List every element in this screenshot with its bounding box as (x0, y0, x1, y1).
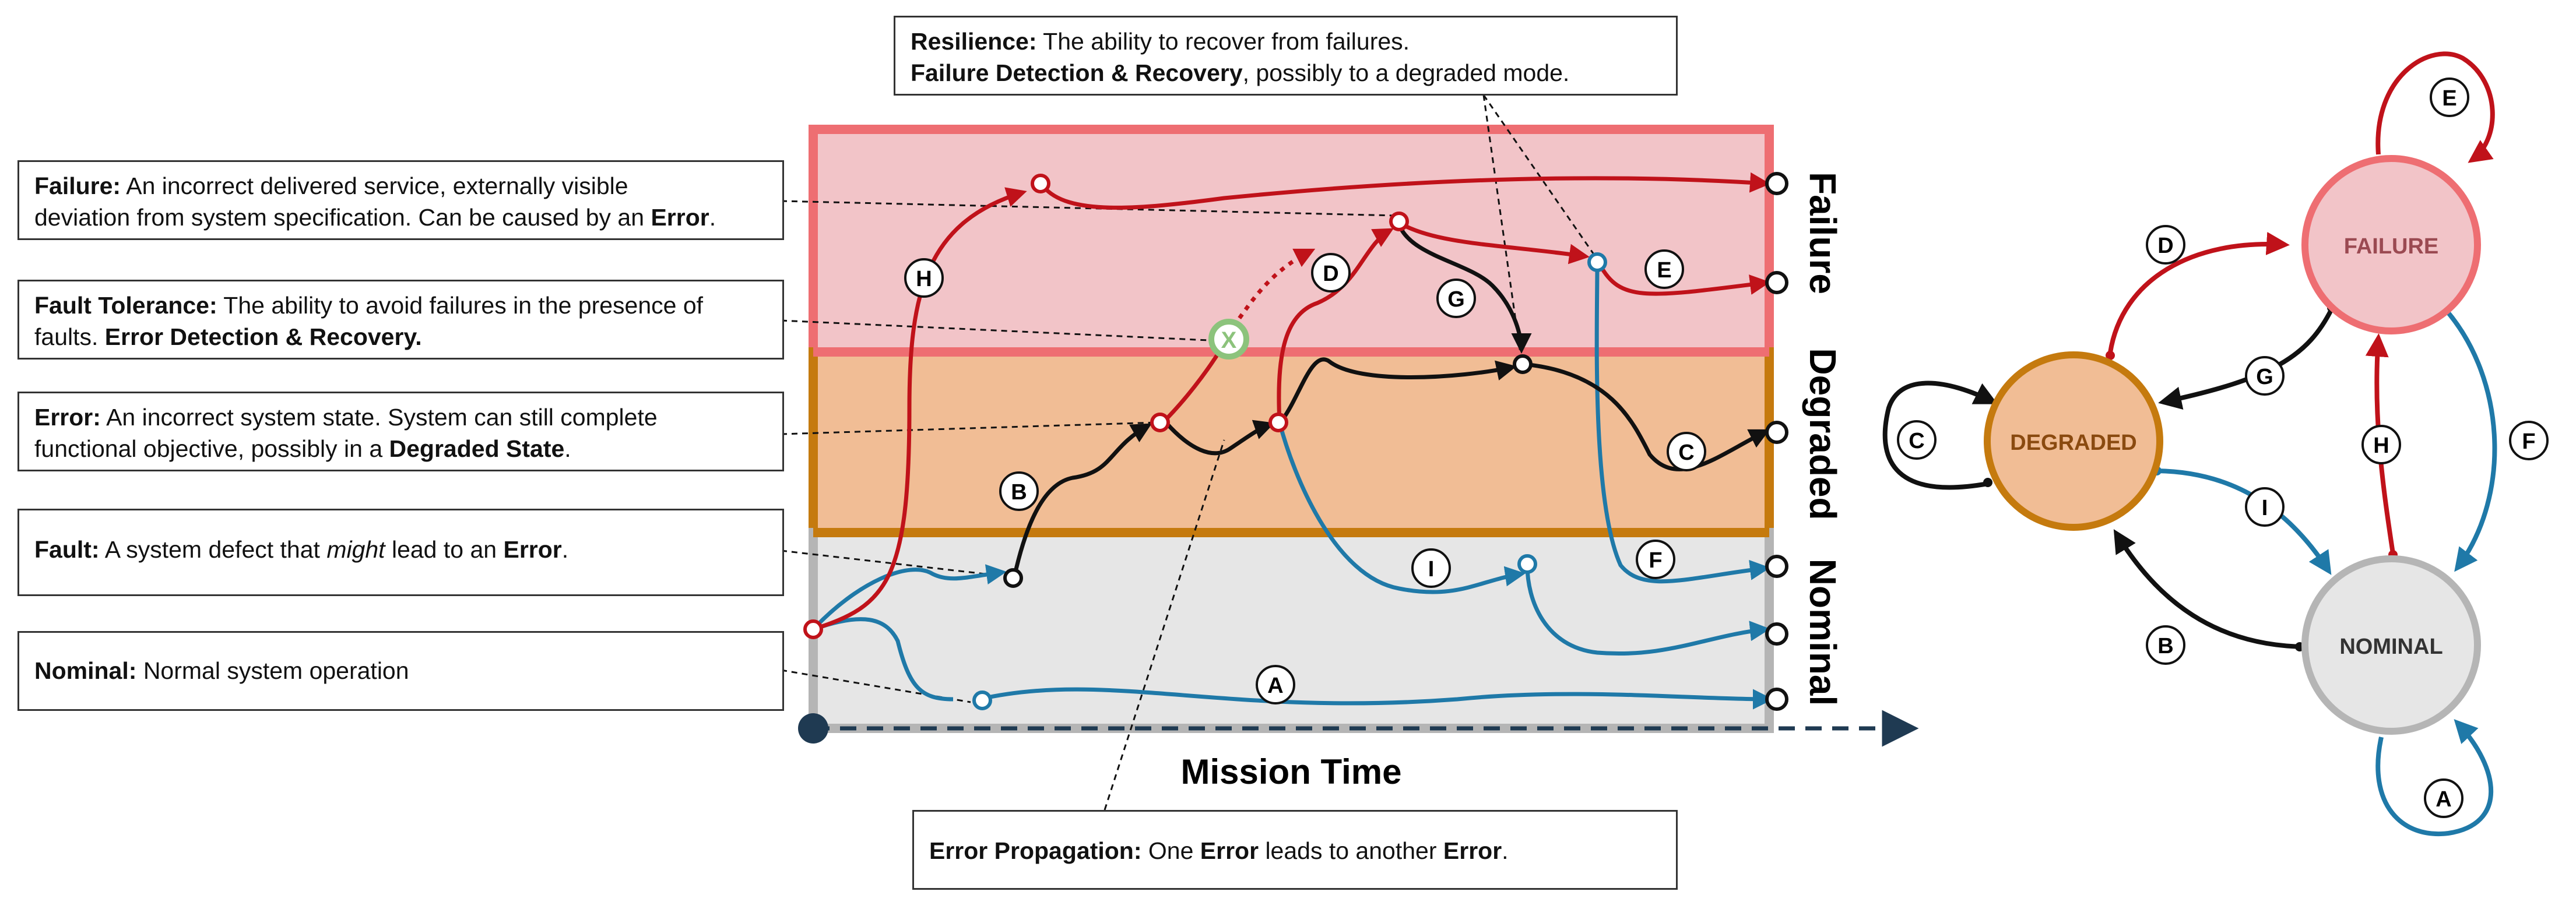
definition-failure: Failure: An incorrect delivered service,… (17, 160, 784, 240)
label-H: H (916, 267, 932, 291)
band-label-nominal: Nominal (1802, 559, 1844, 706)
svg-text:B: B (2157, 634, 2173, 658)
failure-band (809, 125, 1774, 357)
x-marker-label: X (1221, 327, 1237, 353)
edge-B (2113, 529, 2309, 649)
label-I: I (1428, 557, 1435, 582)
band-label-failure: Failure (1802, 172, 1844, 294)
state-machine: FAILURE DEGRADED NOMINAL E D G C F H I B… (1882, 51, 2549, 837)
edge-F (2438, 301, 2497, 572)
definition-fault: Fault: A system defect that might lead t… (17, 509, 784, 596)
label-G: G (1447, 287, 1465, 312)
node-nominal-a (972, 690, 992, 710)
edge-G (2158, 308, 2334, 410)
degraded-band (809, 347, 1774, 537)
end-node-5 (1765, 622, 1788, 646)
label-D: D (1323, 262, 1338, 286)
fault-tolerance-x-marker (1208, 319, 1249, 360)
state-nominal (2301, 555, 2481, 735)
edge-C (1882, 380, 1998, 490)
label-A: A (1267, 674, 1283, 698)
state-failure (2301, 155, 2481, 334)
edge-E (2375, 51, 2495, 163)
label-B: B (1011, 480, 1027, 505)
edge-I (2156, 468, 2332, 575)
definition-fault-tolerance: Fault Tolerance: The ability to avoid fa… (17, 280, 784, 360)
end-node-3 (1765, 421, 1788, 444)
blue-paths (811, 265, 1773, 710)
state-edge-labels: E D G C F H I B A (1897, 77, 2549, 818)
axis-label: Mission Time (1181, 752, 1402, 791)
svg-text:I: I (2262, 496, 2268, 520)
svg-text:H: H (2373, 434, 2389, 458)
state-degraded (1984, 351, 2163, 531)
node-failure-e (1587, 252, 1607, 272)
band-label-degraded: Degraded (1802, 348, 1844, 520)
svg-text:F: F (2522, 429, 2535, 454)
definition-resilience: Resilience: The ability to recover from … (894, 16, 1678, 96)
node-fault (1003, 568, 1023, 588)
svg-text:E: E (2442, 86, 2456, 111)
definition-error: Error: An incorrect system state. System… (17, 392, 784, 471)
node-start (803, 619, 823, 639)
trajectory-nodes (803, 172, 1788, 711)
state-failure-label: FAILURE (2344, 234, 2439, 259)
timeline-transition-labels: H D G E B C I F A (904, 249, 1706, 704)
end-node-2 (1765, 271, 1788, 294)
definition-error-propagation: Error Propagation: One Error leads to an… (912, 810, 1678, 890)
svg-text:A: A (2436, 787, 2451, 812)
node-error-1 (1150, 413, 1170, 432)
end-node-4 (1765, 555, 1788, 578)
node-error-2 (1268, 413, 1288, 432)
state-degraded-label: DEGRADED (2010, 431, 2136, 455)
label-E: E (1657, 258, 1671, 283)
end-node-1 (1765, 172, 1788, 195)
red-paths (812, 172, 1770, 632)
label-F: F (1649, 548, 1662, 573)
edge-A (2375, 719, 2494, 837)
label-C: C (1678, 441, 1694, 465)
black-paths (1012, 223, 1770, 577)
node-nominal-i (1517, 554, 1537, 574)
svg-text:C: C (1909, 429, 1924, 453)
node-failure-h (1031, 174, 1050, 193)
node-failure-d (1389, 212, 1409, 231)
state-nominal-label: NOMINAL (2339, 635, 2443, 659)
svg-text:D: D (2157, 234, 2173, 258)
edge-D (2108, 232, 2290, 353)
node-degraded-g (1513, 354, 1533, 374)
axis-origin-dot (798, 713, 828, 744)
end-node-6 (1765, 688, 1788, 711)
definition-nominal: Nominal: Normal system operation (17, 631, 784, 711)
svg-text:G: G (2256, 365, 2273, 389)
